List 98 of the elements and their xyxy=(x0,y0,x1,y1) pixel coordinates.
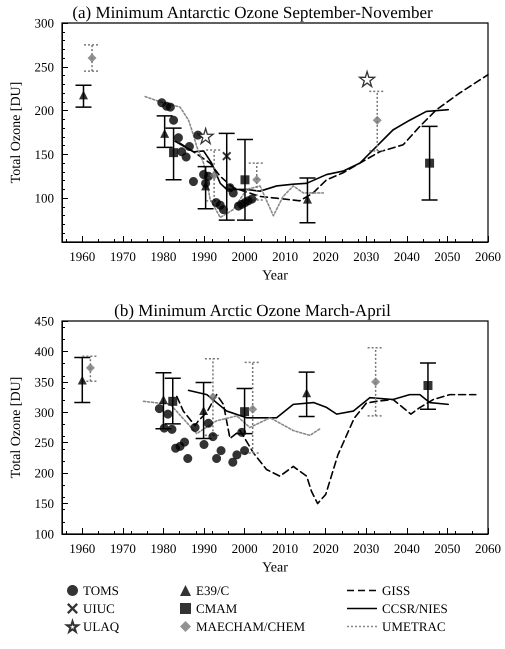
legend-label: E39/C xyxy=(196,583,230,598)
line-series xyxy=(144,96,324,218)
point xyxy=(174,133,183,142)
point xyxy=(237,428,246,437)
legend-label: CMAM xyxy=(196,601,238,616)
y-tick-label: 200 xyxy=(34,466,54,481)
point xyxy=(302,388,312,398)
x-tick-label: 2020 xyxy=(312,249,339,264)
point xyxy=(228,458,238,467)
x-tick-label: 1970 xyxy=(110,249,136,264)
point xyxy=(248,404,258,414)
point xyxy=(204,418,213,428)
x-tick-label: 2050 xyxy=(434,541,460,556)
point xyxy=(188,177,198,186)
x-tick-label: 2030 xyxy=(353,249,380,264)
legend-label: ULAQ xyxy=(83,619,120,634)
x-axis-title: Year xyxy=(262,560,288,576)
y-tick-label: 350 xyxy=(34,374,54,390)
point xyxy=(208,392,218,402)
y-tick-label: 100 xyxy=(34,526,54,542)
y-tick-label: 300 xyxy=(34,16,54,30)
point xyxy=(166,102,175,112)
point xyxy=(212,454,222,464)
x-tick-label: 2060 xyxy=(475,249,501,264)
point xyxy=(423,381,432,390)
point xyxy=(240,446,250,456)
point xyxy=(78,376,87,385)
point xyxy=(218,205,228,214)
point xyxy=(160,424,169,433)
x-tick-label: 2000 xyxy=(232,541,258,556)
point xyxy=(180,438,190,447)
y-tick-label: 300 xyxy=(34,404,54,420)
point xyxy=(371,377,380,386)
x-axis-title: Year xyxy=(262,268,288,284)
legend-label: UMETRAC xyxy=(382,619,446,634)
point xyxy=(158,395,168,404)
point xyxy=(247,194,256,204)
point xyxy=(358,70,376,88)
point xyxy=(167,424,176,434)
x-tick-label: 2060 xyxy=(475,541,501,556)
point xyxy=(216,446,226,456)
legend-label: TOMS xyxy=(83,583,119,598)
legend-label: UIUC xyxy=(83,601,115,616)
point xyxy=(190,423,200,432)
point xyxy=(197,128,214,144)
point xyxy=(208,432,218,442)
point xyxy=(86,363,95,372)
x-tick-label: 1960 xyxy=(69,249,96,264)
y-tick-label: 400 xyxy=(34,344,54,359)
point xyxy=(210,170,219,180)
y-tick-label: 150 xyxy=(34,496,54,512)
y-tick-label: 150 xyxy=(34,146,54,162)
point xyxy=(160,128,170,138)
x-tick-label: 2040 xyxy=(394,249,420,264)
chart-title: (a) Minimum Antarctic Ozone September-November xyxy=(72,3,433,22)
legend-label: MAECHAM/CHEM xyxy=(196,619,306,634)
legend-label: CCSR/NIES xyxy=(382,601,448,616)
point xyxy=(240,175,250,184)
point xyxy=(425,158,434,168)
x-tick-label: 2040 xyxy=(394,541,420,556)
point xyxy=(372,116,382,125)
point xyxy=(252,175,262,184)
x-tick-label: 1990 xyxy=(191,249,217,264)
x-tick-label: 2000 xyxy=(232,249,258,264)
x-tick-label: 2020 xyxy=(312,541,339,556)
point xyxy=(169,148,178,158)
point xyxy=(184,142,194,152)
point xyxy=(302,194,312,204)
x-tick-label: 1990 xyxy=(191,541,217,556)
chart-title: (b) Minimum Arctic Ozone March-April xyxy=(114,301,392,320)
x-tick-label: 2010 xyxy=(272,249,298,264)
y-tick-label: 250 xyxy=(34,59,54,74)
x-tick-label: 2030 xyxy=(353,541,380,556)
y-tick-label: 100 xyxy=(34,190,54,206)
y-tick-label: 450 xyxy=(34,314,54,328)
point xyxy=(240,407,250,416)
point xyxy=(182,152,191,162)
x-tick-label: 2050 xyxy=(434,249,460,264)
point xyxy=(232,450,242,460)
y-axis-title: Total Ozone [DU] xyxy=(9,376,24,478)
point xyxy=(88,54,97,63)
y-tick-label: 250 xyxy=(34,435,54,450)
point xyxy=(222,152,232,161)
legend-label: GISS xyxy=(382,583,410,598)
y-axis-title: Total Ozone [DU] xyxy=(9,82,24,184)
x-tick-label: 1960 xyxy=(69,541,96,556)
point xyxy=(183,454,192,464)
x-tick-label: 1980 xyxy=(150,249,176,264)
x-tick-label: 1970 xyxy=(110,541,136,556)
x-tick-label: 2010 xyxy=(272,541,298,556)
point xyxy=(163,410,172,419)
y-tick-label: 200 xyxy=(34,103,54,118)
point xyxy=(200,440,208,450)
point xyxy=(168,396,178,406)
point xyxy=(154,404,164,414)
point xyxy=(228,188,238,198)
point xyxy=(169,116,178,125)
x-tick-label: 1980 xyxy=(150,541,176,556)
